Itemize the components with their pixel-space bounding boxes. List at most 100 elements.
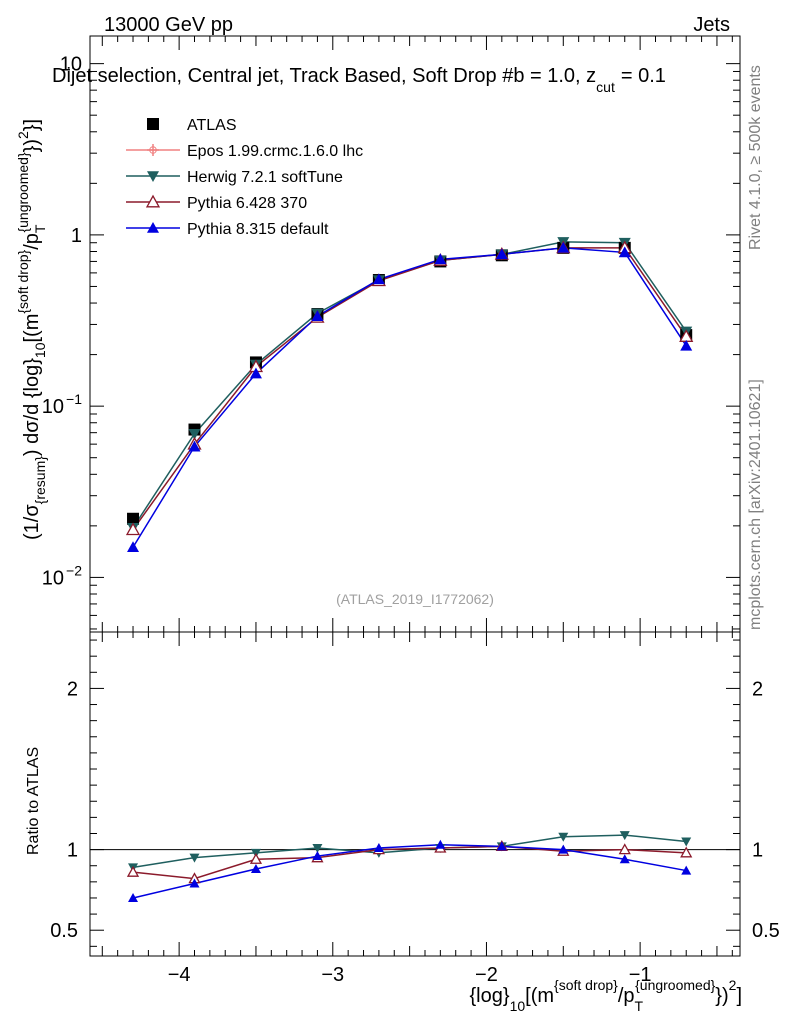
data-point-pythia-6-428-370 (125, 522, 141, 536)
data-point-pythia-8-315-default (127, 541, 140, 553)
legend-label-pythia-6-428-370: Pythia 6.428 370 (187, 195, 307, 212)
y-label-part5: }) (21, 139, 43, 152)
data-point-pythia-8-315-default (188, 440, 201, 452)
legend-marker-epos-1-99-crmc-1-6-0-lhc-ring (149, 146, 157, 154)
ratio-point-pythia-8-315-default (250, 863, 261, 873)
header-category-label: Jets (693, 14, 730, 36)
data-point-pythia-8-315-default (557, 241, 570, 253)
ratio-point-pythia-8-315-default (373, 843, 384, 852)
legend-label-atlas: ATLAS (187, 117, 237, 134)
data-point-pythia-8-315-default (434, 253, 447, 265)
ratio-point-pythia-8-315-default (496, 841, 507, 851)
ratio-point-pythia-8-315-default (681, 865, 692, 875)
ratio-line-pythia-6-428-370 (132, 845, 687, 880)
ratio-point-herwig-7-2-1-softtune (619, 831, 630, 841)
data-point-pythia-8-315-default (372, 273, 385, 285)
ratio-y-tick-label-right: 2 (752, 678, 763, 700)
ratio-plot-data (126, 831, 693, 902)
x-label-sub3: T (635, 998, 644, 1014)
x-tick-label: −2 (475, 964, 498, 986)
y-label-part2: ) dσ/d {log} (21, 358, 43, 456)
ratio-point-pythia-6-428-370 (618, 843, 631, 855)
y-label-sup3: {soft drop} (15, 249, 31, 313)
ratio-point-pythia-6-428-370 (680, 846, 693, 858)
x-label-part1: {log} (470, 985, 510, 1007)
data-point-pythia-8-315-default (495, 248, 508, 260)
x-label-sub1: 10 (510, 998, 526, 1014)
x-tick-label: −4 (168, 964, 191, 986)
ratio-y-tick-label-right: 1 (752, 840, 763, 862)
ratio-point-pythia-8-315-default (435, 839, 446, 849)
ratio-line-pythia-8-315-default (132, 844, 687, 899)
rivet-version-label: Rivet 4.1.0, ≥ 500k events (747, 65, 764, 250)
ratio-y-tick-label: 2 (67, 678, 78, 700)
legend-marker-atlas (147, 118, 159, 130)
mcplots-reference-label: mcplots.cern.ch [arXiv:2401.10621] (747, 379, 764, 630)
y-tick-label: 10 (42, 396, 64, 418)
y-tick-label-exponent: −2 (66, 562, 82, 578)
x-label-part2: [(m (525, 985, 554, 1007)
ratio-point-pythia-8-315-default (619, 854, 630, 864)
ratio-point-pythia-8-315-default (128, 892, 139, 902)
ratio-line-herwig-7-2-1-softtune (132, 834, 687, 869)
legend-marker-pythia-6-428-370 (145, 194, 161, 208)
ratio-point-pythia-8-315-default (558, 844, 569, 854)
legend-marker-pythia-8-315-default (147, 222, 159, 233)
series-line-pythia-8-315-default (132, 247, 687, 548)
legend-label-herwig-7-2-1-softtune: Herwig 7.2.1 softTune (187, 169, 343, 186)
y-label-sub4: T (32, 224, 48, 233)
header-energy-label: 13000 GeV pp (104, 14, 233, 36)
chart-subtitle-sub: cut (596, 79, 615, 95)
data-point-atlas (127, 512, 140, 525)
y-label-sub1: {resum} (32, 456, 48, 505)
ratio-point-herwig-7-2-1-softtune (312, 844, 323, 853)
y-label-part1: (1/σ (21, 504, 43, 540)
x-label-part5: ] (736, 985, 742, 1007)
y-tick-label: 10 (60, 54, 82, 76)
legend-label-epos-1-99-crmc-1-6-0-lhc: Epos 1.99.crmc.1.6.0 lhc (187, 143, 363, 160)
ratio-y-tick-label: 1 (67, 840, 78, 862)
analysis-tag: (ATLAS_2019_I1772062) (336, 591, 494, 607)
data-point-pythia-8-315-default (680, 339, 693, 351)
data-point-pythia-8-315-default (618, 246, 631, 258)
ratio-point-pythia-6-428-370 (249, 852, 263, 864)
y-tick-label-exponent: −1 (66, 391, 82, 407)
y-label-part6: }] (21, 119, 43, 131)
x-label-part4: }) (715, 985, 728, 1007)
main-plot-data (125, 237, 694, 553)
series-line-herwig-7-2-1-softtune (132, 241, 687, 529)
x-tick-label: −1 (629, 964, 652, 986)
ratio-point-pythia-8-315-default (312, 851, 323, 861)
data-point-pythia-8-315-default (249, 367, 262, 379)
y-tick-label: 1 (71, 225, 82, 247)
legend-marker-herwig-7-2-1-softtune (147, 171, 159, 182)
data-point-herwig-7-2-1-softtune (188, 428, 201, 440)
x-label-part3: /p (618, 985, 635, 1007)
chart-subtitle: Dijet selection, Central jet, Track Base… (52, 65, 666, 95)
y-label-part4: /p (21, 233, 43, 250)
ratio-point-pythia-6-428-370 (126, 865, 140, 877)
x-tick-label: −3 (321, 964, 344, 986)
x-label-sup4: 2 (729, 977, 737, 993)
ratio-y-tick-label-right: 0.5 (752, 920, 780, 942)
ratio-point-herwig-7-2-1-softtune (681, 837, 692, 847)
ratio-point-pythia-8-315-default (189, 878, 200, 888)
y-label-sup4: {ungroomed} (15, 152, 31, 233)
legend-marker-epos-1-99-crmc-1-6-0-lhc (147, 144, 159, 156)
ratio-axes-box (89, 631, 741, 957)
ratio-point-herwig-7-2-1-softtune (558, 832, 569, 842)
ratio-y-axis-label: Ratio to ATLAS (25, 747, 42, 855)
y-label-part3: [(m (21, 314, 43, 343)
series-line-pythia-6-428-370 (132, 247, 687, 531)
ratio-y-tick-label: 0.5 (50, 920, 78, 942)
y-label-sup5: 2 (15, 131, 31, 139)
y-tick-label: 10 (42, 567, 64, 589)
x-axis-label: {log}10[(m{soft drop}/pT {ungroomed}})2] (470, 977, 743, 1014)
legend-label-pythia-8-315-default: Pythia 8.315 default (187, 221, 329, 238)
main-y-axis-label: (1/σ{resum}) dσ/d {log}10[(m{soft drop}/… (15, 119, 48, 540)
data-point-pythia-8-315-default (311, 310, 324, 322)
chart-subtitle-main: Dijet selection, Central jet, Track Base… (52, 65, 596, 87)
ratio-point-herwig-7-2-1-softtune (189, 853, 200, 863)
